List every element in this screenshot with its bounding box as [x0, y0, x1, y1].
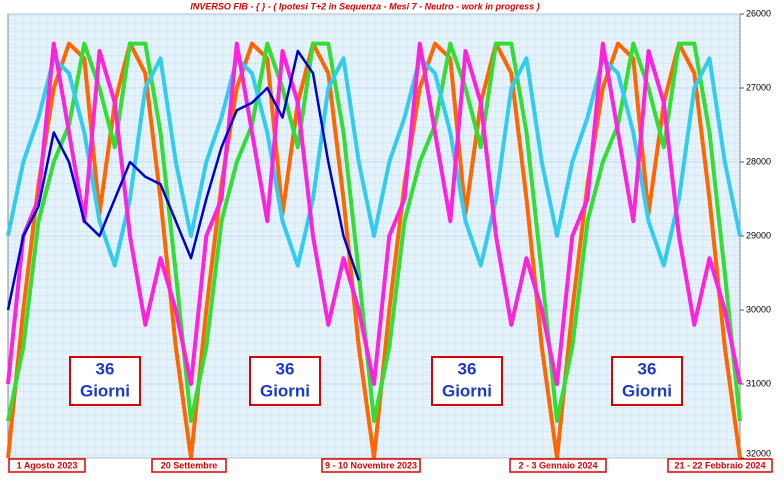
date-box	[667, 458, 773, 473]
y-tick-label: 27000	[746, 82, 771, 92]
date-label: 9 - 10 Novembre 2023	[325, 460, 417, 470]
cycle-label: 36	[458, 359, 477, 378]
date-box	[321, 458, 421, 473]
cycle-label: Giorni	[622, 381, 672, 400]
series-line	[6, 56, 742, 268]
cycle-box	[249, 356, 321, 406]
y-tick-label: 28000	[746, 156, 771, 166]
date-label: 2 - 3 Gennaio 2024	[518, 460, 597, 470]
cycle-label: 36	[638, 359, 657, 378]
y-tick-label: 26000	[746, 8, 771, 18]
date-box	[509, 458, 607, 473]
date-label: 1 Agosto 2023	[17, 460, 78, 470]
cycle-label: Giorni	[442, 381, 492, 400]
y-tick-label: 29000	[746, 230, 771, 240]
date-box	[8, 458, 86, 473]
cycle-label: 36	[276, 359, 295, 378]
cycle-box	[431, 356, 503, 406]
y-tick-label: 32000	[746, 448, 771, 458]
date-label: 21 - 22 Febbraio 2024	[674, 460, 765, 470]
cycle-box	[69, 356, 141, 406]
chart-title: INVERSO FIB - { } - ( Ipotesi T+2 in Seq…	[190, 1, 539, 11]
cycle-label: 36	[96, 359, 115, 378]
cycle-label: Giorni	[260, 381, 310, 400]
y-tick-label: 30000	[746, 304, 771, 314]
date-box	[151, 458, 227, 473]
cycle-box	[611, 356, 683, 406]
y-tick-label: 31000	[746, 378, 771, 388]
date-label: 20 Settembre	[161, 460, 218, 470]
series-line	[6, 49, 360, 311]
cycle-label: Giorni	[80, 381, 130, 400]
series-line	[6, 41, 742, 386]
